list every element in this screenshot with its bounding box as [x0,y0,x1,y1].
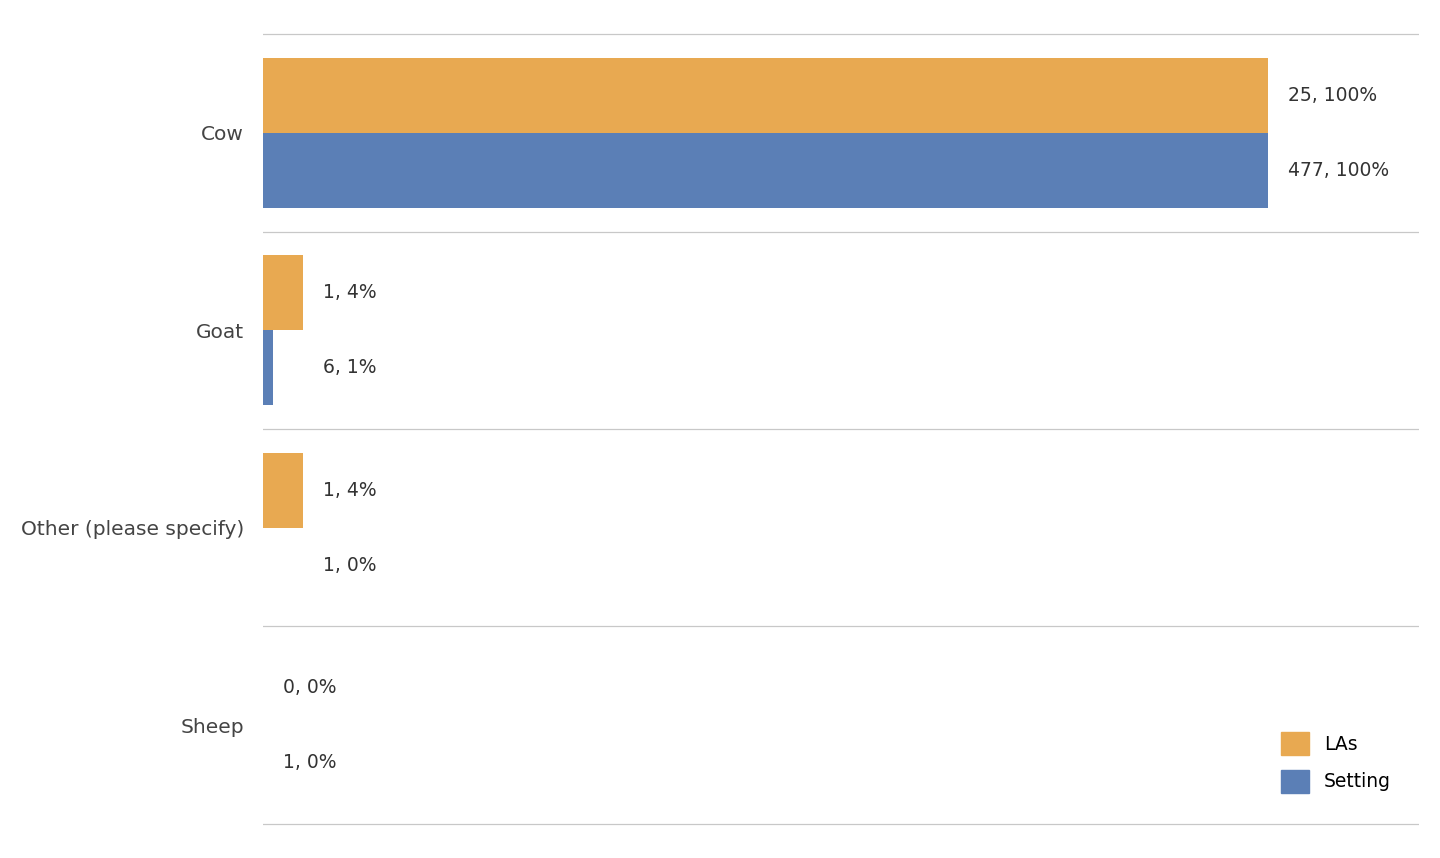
Text: 1, 4%: 1, 4% [323,283,377,302]
Text: 25, 100%: 25, 100% [1289,86,1378,105]
Text: 1, 0%: 1, 0% [282,753,337,772]
Bar [264,330,274,405]
Text: 6, 1%: 6, 1% [323,359,377,378]
Text: 1, 0%: 1, 0% [323,556,377,575]
Text: 1, 4%: 1, 4% [323,480,377,499]
Bar [264,256,302,330]
Legend: LAs, Setting: LAs, Setting [1263,713,1410,812]
Text: 0, 0%: 0, 0% [282,678,337,697]
Bar [264,133,1269,208]
Bar [264,453,302,528]
Text: 477, 100%: 477, 100% [1289,161,1390,180]
Bar [264,58,1269,133]
